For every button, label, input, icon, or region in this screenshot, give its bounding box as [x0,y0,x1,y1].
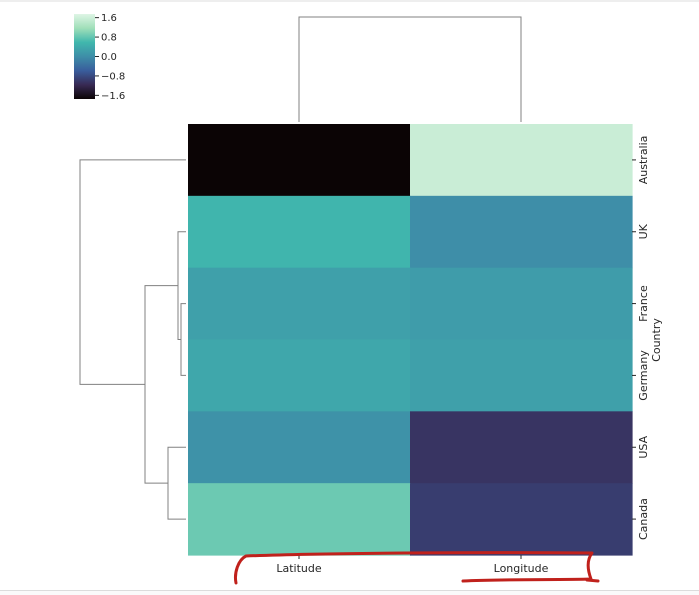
row-dendrogram-link-root [79,159,186,385]
row-dendrogram [79,159,186,520]
row-label-germany: Germany [637,350,650,401]
colorbar-tick-label: 0.8 [101,33,117,44]
colorbar-gradient [74,14,95,99]
row-label-australia: Australia [637,136,650,185]
heatmap-cell-australia-longitude [410,124,633,197]
row-dendrogram-link-france-germany [180,303,186,376]
heatmap-cell-germany-longitude [410,339,633,412]
colorbar-tick-label: 0.0 [101,52,117,63]
col-label-latitude: Latitude [276,562,322,575]
column-dendrogram-link [298,16,522,122]
heatmap-cell-usa-latitude [188,411,411,484]
row-label-france: France [637,285,650,322]
red-bracket-stroke [234,551,594,585]
colorbar-tick-label: 1.6 [101,13,117,24]
row-label-uk: UK [637,223,650,239]
heatmap-cell-uk-latitude [188,195,411,269]
column-dendrogram [298,16,522,122]
row-dendrogram-link-uk-cluster [177,231,186,340]
row-label-usa: USA [637,435,650,458]
colorbar-tick-label: −1.6 [101,91,125,102]
heatmap-cell-canada-latitude [188,483,411,556]
heatmap-cell-france-longitude [410,267,633,341]
row-labels: Australia UK France Germany USA Canada [632,136,650,540]
hand-drawn-annotation [234,551,600,585]
top-border [0,0,699,2]
column-labels: Latitude Longitude [276,555,549,575]
heatmap-grid [188,124,633,556]
row-dendrogram-link-main-cluster [144,285,178,484]
col-label-longitude: Longitude [494,562,549,575]
heatmap-cell-australia-latitude [188,124,411,197]
row-dendrogram-link-usa-canada [167,446,186,520]
y-axis-label: Country [650,318,663,362]
bottom-border [0,590,699,595]
heatmap-cell-canada-longitude [410,483,633,556]
colorbar-tick-label: −0.8 [101,71,125,82]
heatmap-cell-france-latitude [188,267,411,341]
heatmap-cell-germany-latitude [188,339,411,412]
heatmap-cell-usa-longitude [410,411,633,484]
heatmap-cell-uk-longitude [410,195,633,269]
row-label-canada: Canada [637,498,650,540]
red-bracket-end [585,578,600,583]
colorbar: 1.6 0.8 0.0 −0.8 −1.6 [74,13,125,102]
